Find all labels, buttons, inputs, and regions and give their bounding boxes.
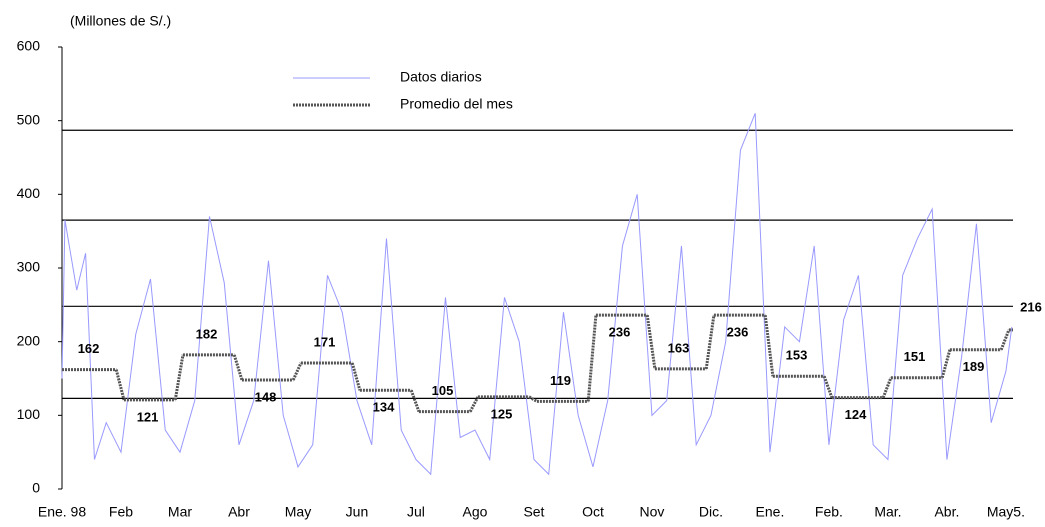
monthly-average-riser: [881, 377, 893, 399]
value-label: 125: [491, 406, 513, 421]
value-label: 189: [963, 359, 985, 374]
y-tick-label: 100: [17, 406, 41, 422]
x-tick-label: Mar.: [874, 504, 901, 520]
monthly-average-riser: [940, 349, 952, 379]
value-label: 148: [255, 389, 277, 404]
monthly-average-riser: [822, 375, 834, 399]
monthly-average-riser: [999, 329, 1011, 351]
monthly-average-riser: [409, 389, 421, 413]
value-label: 119: [550, 373, 571, 388]
y-tick-label: 0: [32, 480, 40, 496]
y-tick-label: 600: [17, 38, 41, 54]
x-tick-label: May5.: [987, 504, 1025, 520]
x-tick-label: Abr: [228, 504, 250, 520]
x-tick-label: Jun: [346, 504, 369, 520]
value-label: 182: [196, 326, 218, 341]
x-tick-label: Oct: [582, 504, 604, 520]
x-tick-label: Set: [523, 504, 544, 520]
x-tick-label: Jul: [407, 504, 425, 520]
x-tick-label: Abr.: [934, 504, 959, 520]
monthly-average-riser: [468, 396, 480, 413]
x-tick-label: Ene.: [756, 504, 785, 520]
x-tick-label: Nov: [639, 504, 664, 520]
monthly-average-riser: [586, 315, 598, 402]
y-tick-label: 500: [17, 111, 41, 127]
monthly-average-riser: [528, 395, 538, 403]
x-tick-label: Mar: [168, 504, 192, 520]
value-label: 216: [1020, 299, 1042, 314]
monthly-average-riser: [763, 314, 775, 377]
monthly-average-riser: [704, 314, 716, 370]
axis-unit-label: (Millones de S/.): [70, 13, 171, 29]
legend-label: Datos diarios: [400, 69, 482, 85]
value-label: 236: [609, 325, 631, 340]
y-tick-label: 200: [17, 332, 41, 348]
monthly-average-riser: [232, 354, 244, 381]
monthly-average-riser: [173, 354, 185, 401]
value-label: 236: [727, 325, 749, 340]
value-label: 163: [668, 340, 690, 355]
value-label: 105: [432, 383, 454, 398]
x-tick-label: Ene. 98: [38, 504, 86, 520]
value-label: 171: [314, 334, 336, 349]
x-tick-label: Feb: [109, 504, 133, 520]
value-label: 151: [904, 349, 926, 364]
monthly-average-riser: [645, 314, 657, 370]
value-label: 162: [78, 341, 100, 356]
monthly-average-riser: [291, 362, 303, 381]
monthly-average-riser: [350, 362, 362, 391]
value-label: 153: [786, 348, 808, 363]
x-tick-label: May: [285, 504, 311, 520]
x-tick-label: Dic.: [699, 504, 723, 520]
x-tick-label: Ago: [463, 504, 488, 520]
legend-label: Promedio del mes: [400, 96, 513, 112]
value-label: 134: [373, 400, 395, 415]
value-label: 124: [845, 407, 867, 422]
y-tick-label: 300: [17, 259, 41, 275]
x-tick-label: Feb.: [815, 504, 843, 520]
monthly-average-riser: [114, 369, 126, 401]
value-label: 121: [137, 409, 159, 424]
daily-line: [61, 113, 1013, 476]
y-tick-label: 400: [17, 185, 41, 201]
